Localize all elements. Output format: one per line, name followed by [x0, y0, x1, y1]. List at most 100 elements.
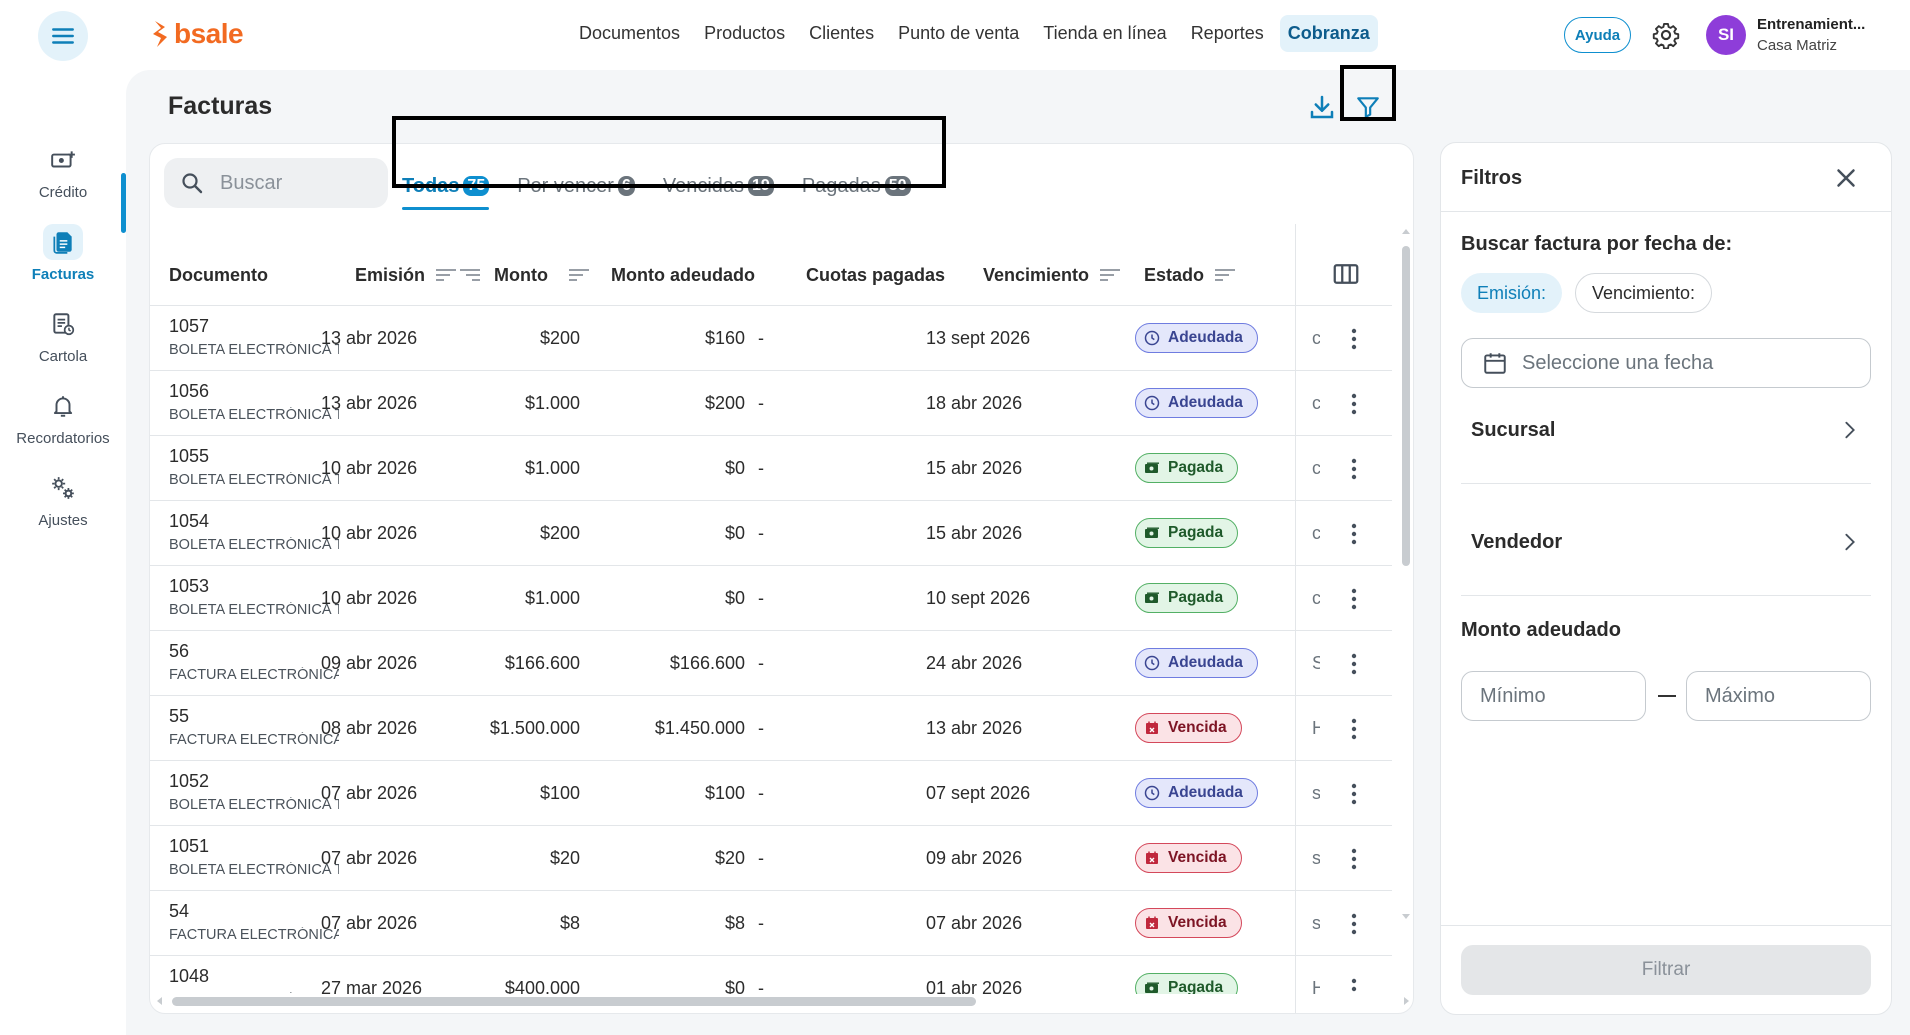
nav-reportes[interactable]: Reportes [1190, 23, 1264, 43]
more-options-icon[interactable] [1342, 520, 1366, 548]
document-number[interactable]: 56 [169, 641, 190, 661]
document-number[interactable]: 55 [169, 706, 190, 726]
document-number[interactable]: 54 [169, 901, 190, 921]
user-avatar[interactable]: SI [1706, 15, 1746, 55]
date-picker-field[interactable]: Seleccione una fecha [1461, 338, 1871, 388]
col-documento[interactable]: Documento [169, 264, 268, 285]
document-number[interactable]: 1057 [169, 316, 210, 336]
col-emision[interactable]: Emisión [355, 244, 481, 306]
more-options-icon[interactable] [1342, 455, 1366, 483]
close-icon[interactable] [1831, 163, 1861, 193]
chip-emision[interactable]: Emisión: [1461, 273, 1563, 313]
more-options-icon[interactable] [1342, 325, 1366, 353]
download-icon[interactable] [1307, 92, 1337, 122]
menu-button[interactable] [38, 11, 88, 61]
nav-productos[interactable]: Productos [704, 23, 786, 43]
help-button[interactable]: Ayuda [1564, 17, 1631, 53]
scrollbar-thumb[interactable] [172, 997, 976, 1006]
tab-pagadas[interactable]: Pagadas 50 [788, 162, 925, 210]
bell-icon [53, 395, 73, 417]
document-number[interactable]: 1055 [169, 446, 210, 466]
search-input[interactable] [220, 171, 370, 195]
divider [1441, 925, 1891, 926]
table-row[interactable]: 55 FACTURA ELECTRÓNICA 08 abr 2026 $1.500.0… [150, 696, 1392, 761]
nav-tienda-en-linea[interactable]: Tienda en línea [1043, 23, 1167, 43]
min-amount-input[interactable] [1461, 671, 1646, 721]
table-row[interactable]: 1048 BOLETA ELECTRÓNICA T27 mar 2026 $400.… [150, 956, 1392, 994]
nav-punto-de-venta[interactable]: Punto de venta [898, 23, 1020, 43]
horizontal-scrollbar[interactable] [150, 994, 1413, 1008]
document-number[interactable]: 1048 [169, 966, 210, 986]
more-options-icon[interactable] [1342, 780, 1366, 808]
table-row[interactable]: 1053 BOLETA ELECTRÓNICA T 10 abr 2026 $1.00… [150, 566, 1392, 631]
filter-submit-button[interactable]: Filtrar [1461, 945, 1871, 995]
sidebar-item-cartola[interactable]: Cartola [0, 296, 126, 374]
tab-vencidas[interactable]: Vencidas 19 [649, 162, 788, 210]
more-options-icon[interactable] [1342, 715, 1366, 743]
table-row[interactable]: 54 FACTURA ELECTRÓNICA 07 abr 2026 $8 $8-07 … [150, 891, 1392, 956]
nav-cobranza[interactable]: Cobranza [1279, 15, 1378, 52]
document-type: BOLETA ELECTRÓNICA T [169, 407, 339, 423]
tab-por-vencer[interactable]: Por vencer 6 [503, 162, 649, 210]
col-vencimiento[interactable]: Vencimiento [983, 244, 1121, 306]
cell-adeudado: $1.450.000 [654, 718, 745, 738]
filter-button[interactable] [1340, 79, 1396, 135]
max-amount-input[interactable] [1686, 671, 1871, 721]
chip-vencimiento[interactable]: Vencimiento: [1575, 273, 1713, 313]
sidebar-item-facturas[interactable]: Facturas [0, 214, 126, 292]
document-number[interactable]: 1056 [169, 381, 210, 401]
columns-icon[interactable] [1331, 259, 1361, 289]
more-options-icon[interactable] [1342, 650, 1366, 678]
sidebar-item-ajustes[interactable]: Ajustes [0, 460, 126, 538]
table-row[interactable]: 1056 BOLETA ELECTRÓNICA T 13 abr 2026 $1.00… [150, 371, 1392, 436]
tab-todas[interactable]: Todas 75 [388, 162, 503, 210]
table-row[interactable]: 1052 BOLETA ELECTRÓNICA T 07 abr 2026 $100 $… [150, 761, 1392, 826]
bsale-logo[interactable]: bsale [152, 18, 244, 50]
more-options-icon[interactable] [1342, 975, 1366, 994]
table-row[interactable]: 1051 BOLETA ELECTRÓNICA T 07 abr 2026 $20 $2… [150, 826, 1392, 891]
status-label: Pagada [1168, 979, 1224, 994]
sucursal-filter[interactable]: Sucursal [1461, 395, 1871, 465]
nav-documentos[interactable]: Documentos [579, 23, 681, 43]
col-monto-adeudado[interactable]: Monto adeudado [611, 264, 755, 285]
document-number[interactable]: 1051 [169, 836, 210, 856]
more-options-icon[interactable] [1342, 390, 1366, 418]
table-row[interactable]: 1054 BOLETA ELECTRÓNICA T 10 abr 2026 $200 $… [150, 501, 1392, 566]
vertical-scrollbar[interactable] [1400, 224, 1412, 924]
col-cuotas-pagadas[interactable]: Cuotas pagadas [806, 264, 946, 285]
scroll-down-arrow-icon[interactable] [1400, 912, 1412, 922]
vendedor-filter[interactable]: Vendedor [1461, 507, 1871, 577]
nav-clientes[interactable]: Clientes [809, 23, 875, 43]
cell-monto: $20 [549, 848, 580, 868]
sort-icon [568, 269, 589, 281]
sidebar-item-recordatorios[interactable]: Recordatorios [0, 378, 126, 456]
sidebar-icon-wrap [43, 388, 83, 424]
table-row[interactable]: 1055 BOLETA ELECTRÓNICA T 10 abr 2026 $1.00… [150, 436, 1392, 501]
status-badge: Vencida [1135, 843, 1242, 873]
document-number[interactable]: 1053 [169, 576, 210, 596]
user-name[interactable]: Entrenamient... [1757, 16, 1866, 33]
scroll-right-arrow-icon[interactable] [1402, 995, 1412, 1007]
col-estado[interactable]: Estado [1144, 244, 1236, 306]
top-bar: bsale Documentos Productos Clientes Punt… [0, 0, 1910, 70]
table-row[interactable]: 56 FACTURA ELECTRÓNICA 09 abr 2026 $166.600… [150, 631, 1392, 696]
table-row[interactable]: 1057 BOLETA ELECTRÓNICA T 13 abr 2026 $200 $… [150, 306, 1392, 371]
cell-vencimiento: 10 sept 2026 [926, 588, 1031, 608]
sort-icon [1215, 269, 1236, 281]
settings-gear-icon[interactable] [1652, 21, 1680, 49]
scroll-up-arrow-icon[interactable] [1400, 226, 1412, 236]
document-number[interactable]: 1052 [169, 771, 210, 791]
count-badge: 6 [617, 176, 635, 196]
more-options-icon[interactable] [1342, 585, 1366, 613]
scroll-left-arrow-icon[interactable] [154, 995, 164, 1007]
col-monto[interactable]: Monto [494, 244, 590, 306]
sidebar-item-credito[interactable]: Crédito [0, 132, 126, 210]
count-badge: 75 [463, 176, 490, 196]
more-options-icon[interactable] [1342, 910, 1366, 938]
scrollbar-thumb[interactable] [1402, 246, 1410, 566]
cell-emision: 07 abr 2026 [321, 848, 418, 868]
document-number[interactable]: 1054 [169, 511, 210, 531]
search-box[interactable] [164, 158, 388, 208]
more-options-icon[interactable] [1342, 845, 1366, 873]
status-label: Pagada [1168, 589, 1224, 606]
